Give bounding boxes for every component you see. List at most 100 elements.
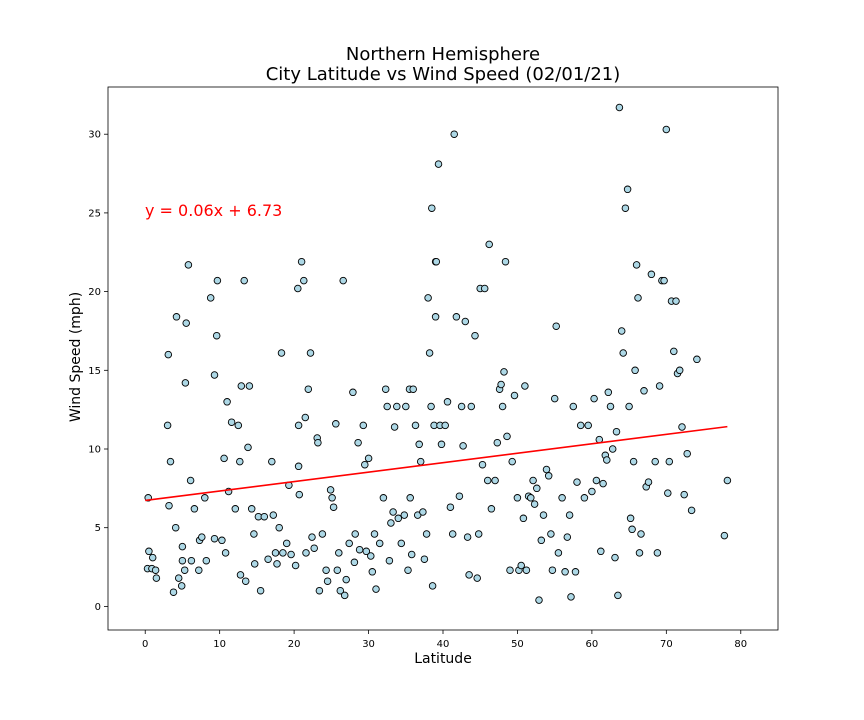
data-point: [264, 555, 272, 563]
data-point: [527, 494, 535, 502]
data-point: [629, 457, 638, 466]
data-point: [510, 391, 519, 400]
data-point: [431, 313, 440, 321]
data-point: [282, 539, 291, 548]
data-point: [513, 494, 522, 502]
data-point: [665, 457, 674, 466]
data-point: [406, 494, 414, 502]
data-point: [465, 571, 473, 579]
y-tick-label: 20: [88, 287, 101, 298]
data-point: [680, 490, 688, 499]
data-point: [448, 530, 457, 538]
data-point: [584, 421, 592, 430]
data-point: [202, 556, 211, 565]
data-point: [561, 568, 569, 576]
data-point: [198, 533, 206, 541]
data-point: [457, 402, 466, 411]
data-point: [275, 523, 283, 532]
data-point: [190, 505, 199, 513]
y-tick-label: 0: [95, 602, 101, 613]
data-point: [446, 503, 455, 511]
data-point: [434, 160, 443, 168]
data-point: [634, 294, 642, 302]
data-point: [250, 560, 259, 568]
data-point: [530, 500, 539, 508]
data-point: [603, 456, 611, 464]
data-point: [273, 560, 281, 568]
data-point: [517, 561, 525, 570]
data-point: [625, 402, 633, 411]
data-point: [247, 505, 256, 513]
data-point: [213, 276, 222, 285]
data-point: [389, 508, 397, 516]
data-point: [169, 588, 178, 596]
data-point: [240, 276, 248, 285]
data-point: [164, 350, 173, 359]
regression-layer: [145, 425, 728, 502]
data-point: [186, 476, 195, 485]
data-point: [420, 555, 429, 563]
data-point: [145, 547, 153, 556]
data-point: [172, 313, 181, 321]
data-point: [615, 103, 624, 112]
data-point: [623, 185, 632, 194]
data-point: [210, 534, 219, 543]
data-point: [550, 394, 559, 403]
data-point: [687, 506, 696, 515]
data-point: [548, 566, 557, 574]
data-point: [400, 511, 409, 519]
data-point: [315, 586, 324, 595]
data-point: [178, 556, 187, 565]
data-point: [291, 561, 300, 570]
data-point: [375, 539, 384, 548]
data-point: [554, 549, 563, 557]
data-point: [294, 462, 303, 471]
data-point: [279, 549, 287, 557]
data-point: [647, 270, 656, 279]
data-point: [416, 457, 425, 466]
data-point: [621, 204, 630, 212]
data-point: [662, 125, 671, 134]
data-point: [308, 533, 316, 541]
regression-equation: y = 0.06x + 6.73: [145, 201, 282, 220]
data-point: [407, 550, 416, 559]
data-point: [588, 487, 596, 496]
data-point: [597, 547, 605, 556]
data-point: [483, 476, 492, 485]
data-point: [637, 530, 645, 538]
data-point: [385, 556, 394, 565]
data-point: [236, 457, 244, 466]
axis-ticks: 0 10 20 30 40 50 60 70 80 0 5 10 15 20 25 30: [88, 130, 747, 650]
data-point: [218, 536, 226, 545]
data-point: [471, 331, 479, 340]
data-point: [544, 472, 553, 480]
data-point: [350, 558, 359, 567]
x-tick-label: 60: [586, 639, 599, 650]
data-point: [359, 421, 368, 430]
data-point: [432, 257, 441, 266]
data-point: [294, 421, 303, 430]
data-point: [236, 571, 245, 579]
data-point: [651, 457, 659, 466]
data-point: [467, 402, 476, 411]
data-point: [260, 512, 269, 521]
data-point: [171, 523, 180, 532]
data-point: [336, 586, 345, 595]
data-point: [427, 402, 435, 411]
data-point: [428, 582, 437, 590]
data-point: [231, 505, 240, 513]
data-point: [441, 421, 449, 430]
data-point: [318, 530, 327, 538]
data-point: [537, 536, 546, 545]
x-tick-label: 0: [142, 639, 148, 650]
data-point: [268, 457, 276, 466]
data-point: [302, 549, 310, 557]
data-point: [387, 519, 395, 527]
data-point: [411, 421, 420, 430]
data-point: [250, 530, 258, 538]
data-point: [182, 319, 190, 327]
data-point: [367, 552, 375, 560]
data-point: [569, 402, 578, 411]
data-point: [166, 457, 175, 466]
data-point: [493, 438, 502, 447]
